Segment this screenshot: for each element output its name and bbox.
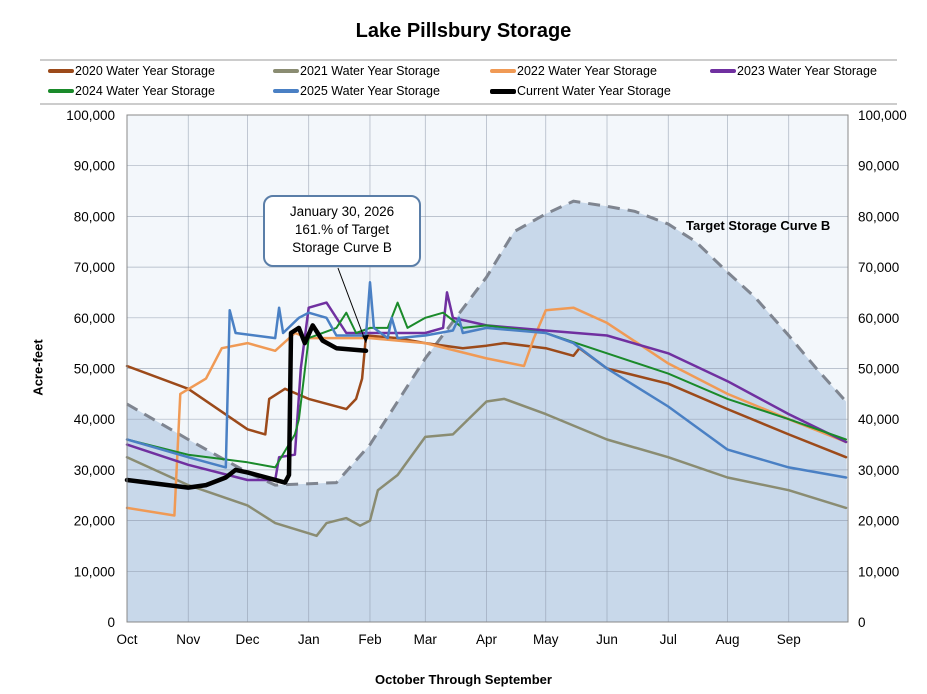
series-line-2021 (125, 397, 848, 538)
y-tick-label-left: 0 (107, 615, 115, 630)
legend-item-current: Current Water Year Storage (490, 84, 671, 98)
legend-label: 2024 Water Year Storage (75, 84, 215, 98)
legend-item-2024: 2024 Water Year Storage (48, 84, 215, 98)
series-line-2023 (125, 291, 848, 482)
legend-label: 2021 Water Year Storage (300, 64, 440, 78)
y-tick-label-left: 20,000 (74, 514, 115, 529)
annotation-arrow (337, 267, 367, 343)
legend-label: 2020 Water Year Storage (75, 64, 215, 78)
y-tick-label-left: 70,000 (74, 260, 115, 275)
legend-label: 2025 Water Year Storage (300, 84, 440, 98)
y-tick-label-right: 80,000 (858, 209, 899, 224)
legend-swatch (490, 88, 516, 94)
annotation-arrowhead (362, 334, 370, 343)
y-tick-label-right: 30,000 (858, 463, 899, 478)
legend-swatch (490, 69, 516, 73)
y-tick-label-right: 100,000 (858, 108, 907, 123)
annotation-date: January 30, 2026 (289, 204, 395, 219)
x-tick-label: Oct (116, 632, 137, 647)
x-tick-label: Sep (777, 632, 801, 647)
x-tick-label: Apr (476, 632, 498, 647)
y-tick-label-left: 40,000 (74, 412, 115, 427)
y-tick-label-left: 100,000 (66, 108, 115, 123)
x-tick-label: Dec (235, 632, 259, 647)
y-tick-label-right: 10,000 (858, 564, 899, 579)
y-tick-label-left: 30,000 (74, 463, 115, 478)
legend-item-2022: 2022 Water Year Storage (490, 64, 657, 78)
legend-item-2020: 2020 Water Year Storage (48, 64, 215, 78)
y-tick-label-left: 60,000 (74, 311, 115, 326)
x-tick-label: Jun (596, 632, 618, 647)
x-tick-label: May (533, 632, 559, 647)
y-tick-label-right: 70,000 (858, 260, 899, 275)
chart-title: Lake Pillsbury Storage (355, 20, 572, 42)
y-tick-label-right: 60,000 (858, 311, 899, 326)
annotation-percent: 161.% of Target (294, 222, 390, 237)
legend-item-2025: 2025 Water Year Storage (273, 84, 440, 98)
legend-swatch (273, 69, 299, 73)
legend-swatch (273, 89, 299, 93)
x-tick-label: Mar (414, 632, 438, 647)
y-tick-label-left: 50,000 (74, 362, 115, 377)
y-tick-label-right: 40,000 (858, 412, 899, 427)
x-tick-label: Nov (176, 632, 200, 647)
target-curve-fill (127, 201, 848, 622)
legend-item-2021: 2021 Water Year Storage (273, 64, 440, 78)
y-tick-label-left: 10,000 (74, 564, 115, 579)
legend-label: 2022 Water Year Storage (517, 64, 657, 78)
y-axis-title: Acre-feet (30, 339, 46, 396)
x-tick-label: Jan (298, 632, 320, 647)
x-tick-label: Feb (358, 632, 381, 647)
annotation-curve: Storage Curve B (292, 240, 392, 255)
y-tick-label-right: 50,000 (858, 362, 899, 377)
legend-label: Current Water Year Storage (517, 84, 671, 98)
series-line-current (124, 323, 369, 490)
legend-swatch (48, 69, 74, 73)
legend-label: 2023 Water Year Storage (737, 64, 877, 78)
y-tick-label-left: 80,000 (74, 209, 115, 224)
series-line-2025 (125, 281, 848, 479)
y-tick-label-right: 20,000 (858, 514, 899, 529)
x-axis-title: October Through September (375, 672, 552, 687)
legend-swatch (48, 89, 74, 93)
x-tick-label: Jul (660, 632, 677, 647)
target-curve-label: Target Storage Curve B (686, 218, 831, 233)
y-tick-label-right: 0 (858, 615, 866, 630)
series-line-2022 (125, 306, 848, 517)
legend-item-2023: 2023 Water Year Storage (710, 64, 877, 78)
legend-swatch (710, 69, 736, 73)
annotation-callout: January 30, 2026 161.% of Target Storage… (263, 195, 421, 267)
target-curve-line (126, 199, 848, 487)
y-tick-label-left: 90,000 (74, 159, 115, 174)
legend: 2020 Water Year Storage 2021 Water Year … (40, 59, 897, 105)
plot-border (126, 114, 849, 623)
x-tick-label: Aug (715, 632, 739, 647)
y-tick-label-right: 90,000 (858, 159, 899, 174)
